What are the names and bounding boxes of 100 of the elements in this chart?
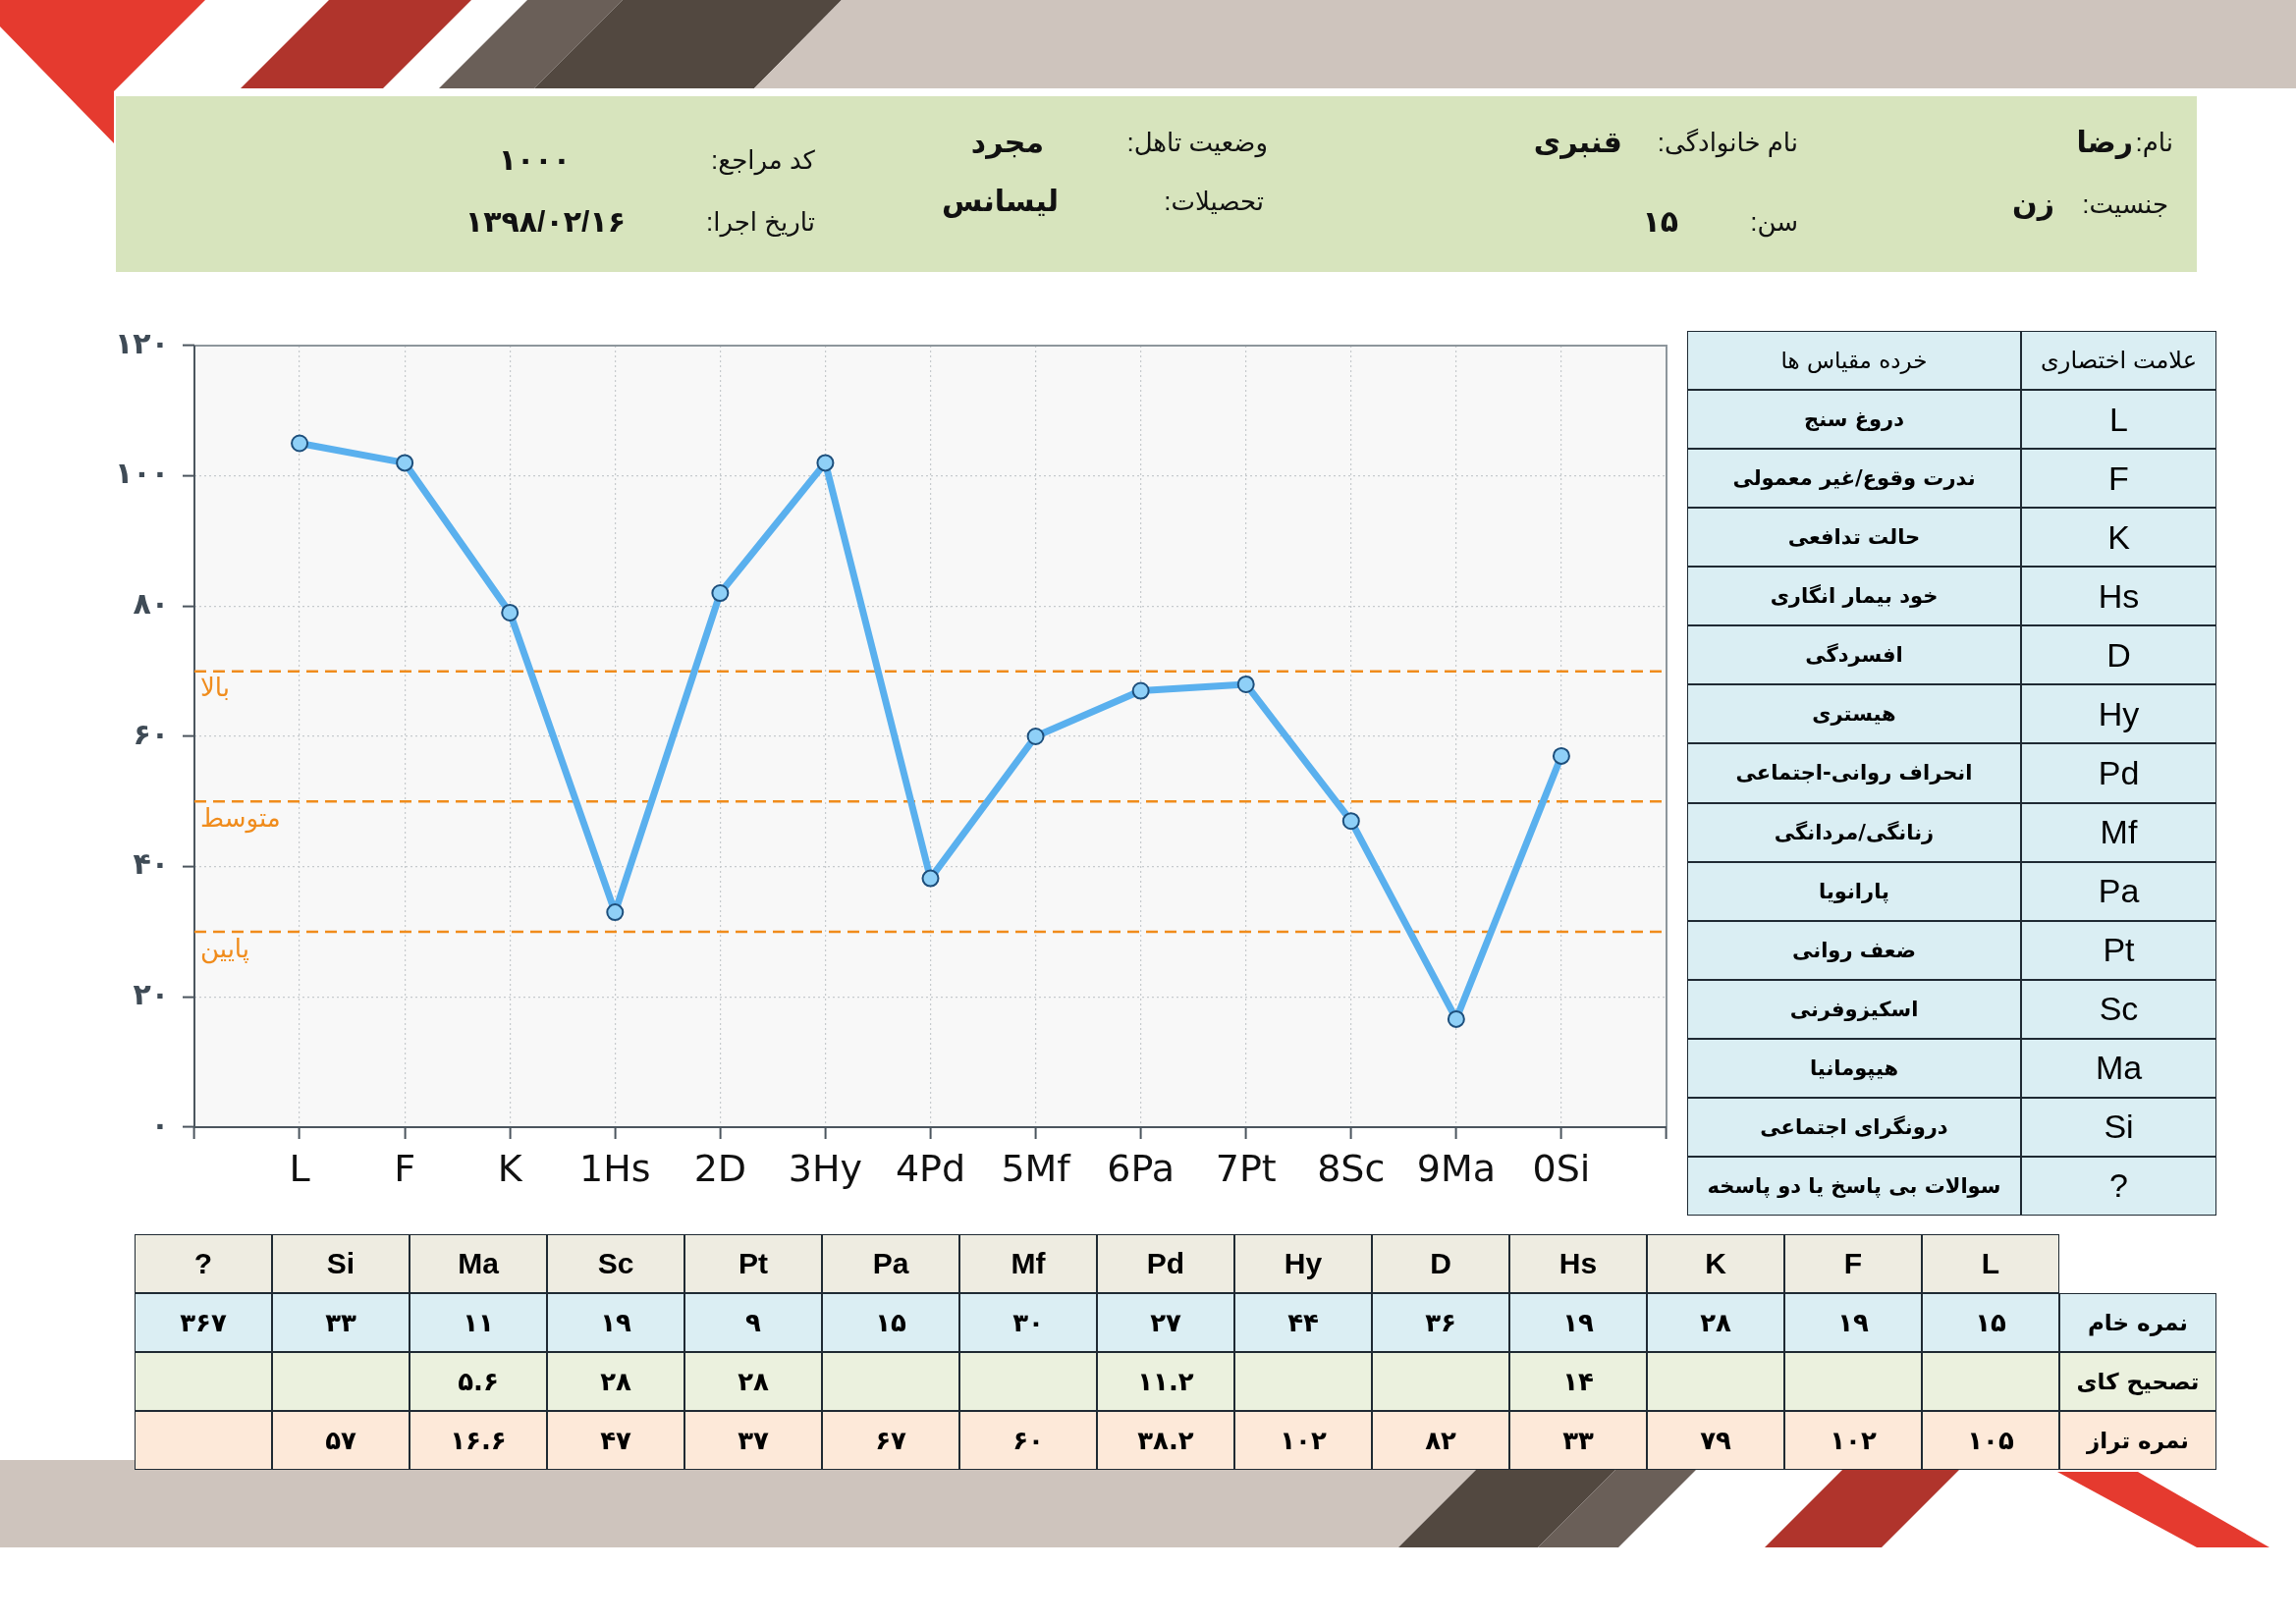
- y-tick-label: ۶۰: [133, 716, 169, 751]
- text: هیستری: [1812, 702, 1896, 727]
- text: خرده مقیاس ها: [1780, 348, 1928, 374]
- text: D: [2106, 635, 2131, 675]
- category-label: Ma: [458, 1247, 499, 1280]
- text: ۱۵: [875, 1308, 906, 1337]
- text: F: [2108, 459, 2129, 498]
- ref-line-label: بالا: [200, 673, 230, 703]
- text: ۳۶: [1425, 1308, 1456, 1337]
- text: ۱۹: [1837, 1308, 1869, 1337]
- text: نام خانوادگی:: [1657, 128, 1798, 159]
- text: درونگرای اجتماعی: [1760, 1114, 1948, 1139]
- text: ۹: [745, 1308, 761, 1337]
- text: خود بیمار انگاری: [1770, 584, 1939, 609]
- text: وضعیت تاهل:: [1126, 128, 1268, 159]
- text: ۱۱.۲: [1137, 1367, 1194, 1396]
- y-tick-label: ۰: [150, 1107, 169, 1142]
- text: هیپومانیا: [1809, 1056, 1899, 1080]
- text: Hy: [2098, 694, 2140, 733]
- x-tick-label: 4Pd: [895, 1146, 966, 1190]
- text: اسکیزوفرنی: [1789, 997, 1919, 1021]
- text: Pd: [2098, 753, 2140, 792]
- text: ۴۷: [600, 1426, 631, 1455]
- category-label: F: [1843, 1247, 1863, 1280]
- text: ضعف روانی: [1792, 938, 1916, 962]
- text: Mf: [2100, 813, 2138, 852]
- text: علامت اختصاری: [2041, 347, 2197, 375]
- text: دروغ سنج: [1804, 407, 1904, 432]
- text: تحصیلات:: [1164, 187, 1264, 218]
- text: ۳۷: [738, 1426, 769, 1455]
- text: لیسانس: [942, 184, 1059, 219]
- x-tick-label: F: [394, 1146, 416, 1190]
- text: ۳۳: [325, 1308, 356, 1337]
- category-label: Si: [326, 1247, 355, 1280]
- x-tick-label: 0Si: [1532, 1146, 1591, 1190]
- text: ۵.۶: [458, 1367, 499, 1396]
- text: ندرت وقوع/غیر معمولی: [1732, 466, 1976, 491]
- category-label: L: [1981, 1247, 2000, 1280]
- text: ۱۰۰۰: [498, 142, 571, 178]
- text: ۷۹: [1700, 1426, 1731, 1455]
- text: ۵۷: [325, 1426, 356, 1455]
- text: ۲۸: [1700, 1308, 1731, 1337]
- ref-line-label: متوسط: [200, 803, 281, 835]
- text: ۱۰۲: [1830, 1426, 1877, 1455]
- text: ۶۷: [875, 1426, 906, 1455]
- text: پارانویا: [1819, 879, 1889, 903]
- category-label: نمره تراز: [2086, 1428, 2190, 1453]
- text: ۲۷: [1150, 1308, 1181, 1337]
- x-tick-label: 2D: [693, 1146, 747, 1190]
- y-tick-label: ۸۰: [133, 586, 169, 622]
- text: ۱۰۲: [1280, 1426, 1327, 1455]
- text: ۸۲: [1425, 1426, 1456, 1455]
- y-tick-label: ۱۲۰: [115, 325, 169, 360]
- text: Hs: [2098, 576, 2140, 616]
- text: ۳۸.۲: [1137, 1426, 1194, 1455]
- text: ۱۴: [1562, 1367, 1594, 1396]
- text: تاریخ اجرا:: [705, 207, 815, 239]
- text: ?: [2109, 1166, 2128, 1206]
- x-tick-label: 1Hs: [579, 1146, 651, 1190]
- text: ۳۶۷: [180, 1308, 227, 1337]
- text: Si: [2104, 1108, 2134, 1147]
- category-label: Mf: [1011, 1247, 1046, 1280]
- text: ۲۸: [738, 1367, 769, 1396]
- y-tick-label: ۲۰: [133, 977, 169, 1012]
- text: رضا: [2076, 125, 2133, 160]
- category-label: Hy: [1284, 1247, 1323, 1280]
- text: ۱۵: [1975, 1308, 2006, 1337]
- ref-line-label: پایین: [200, 933, 250, 964]
- x-tick-label: 5Mf: [1001, 1146, 1072, 1190]
- text: زنانگی/مردانگی: [1774, 820, 1935, 844]
- text: Pa: [2098, 872, 2140, 911]
- x-tick-label: 3Hy: [788, 1146, 863, 1190]
- text: افسردگی: [1805, 643, 1903, 668]
- text: ۱۹: [600, 1308, 631, 1337]
- text: ۱۹: [1562, 1308, 1594, 1337]
- category-label: ?: [193, 1247, 213, 1280]
- y-tick-label: ۱۰۰: [115, 456, 169, 491]
- text: قنبری: [1533, 125, 1622, 160]
- category-label: Pa: [872, 1247, 909, 1280]
- text: ۱۱: [463, 1308, 494, 1337]
- text: نام:: [2135, 128, 2173, 159]
- text: ۱۶.۶: [450, 1426, 507, 1455]
- text: سوالات بی پاسخ یا دو پاسخه: [1707, 1173, 2001, 1198]
- category-label: Sc: [597, 1247, 634, 1280]
- text: سن:: [1750, 207, 1798, 239]
- x-tick-label: L: [289, 1146, 310, 1190]
- text: K: [2107, 517, 2130, 557]
- text: ۱۳۹۸/۰۲/۱۶: [465, 204, 626, 240]
- text: ۳۰: [1012, 1308, 1044, 1337]
- text: Sc: [2099, 990, 2139, 1029]
- text: مجرد: [970, 125, 1044, 160]
- text: ۳۳: [1562, 1426, 1594, 1455]
- y-tick-label: ۴۰: [133, 846, 169, 882]
- text: Ma: [2095, 1049, 2143, 1088]
- category-label: Pt: [738, 1247, 768, 1280]
- text: ۶۰: [1012, 1426, 1044, 1455]
- category-label: D: [1430, 1247, 1451, 1280]
- text: ۱۰۵: [1967, 1426, 2014, 1455]
- text: ۲۸: [600, 1367, 631, 1396]
- x-tick-label: K: [497, 1146, 523, 1190]
